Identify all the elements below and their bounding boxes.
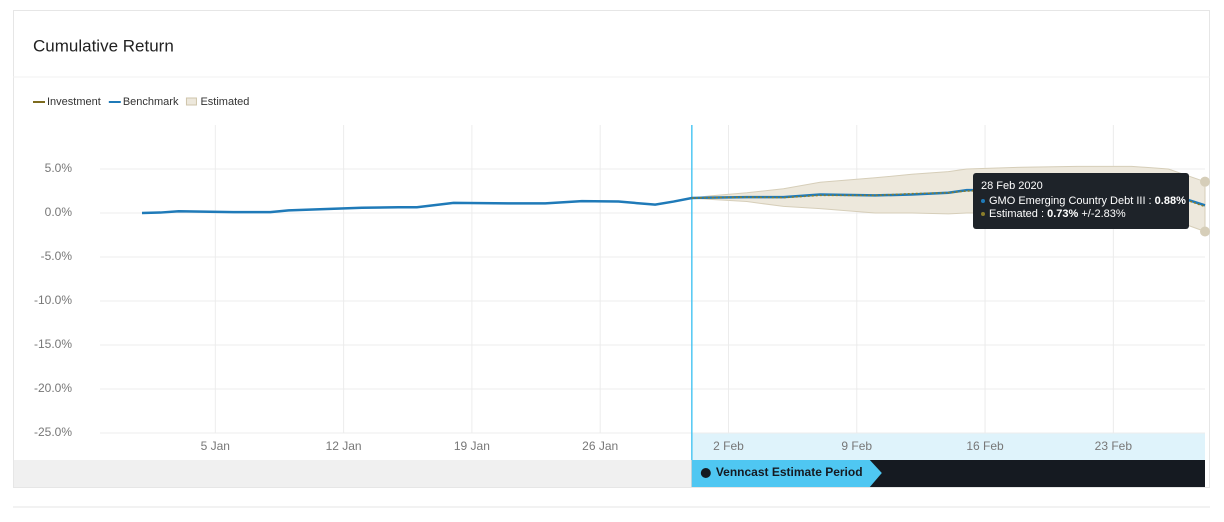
tooltip-label: GMO Emerging Country Debt III : — [989, 195, 1155, 207]
estimate-banner — [691, 460, 882, 487]
series-line — [691, 189, 1206, 208]
x-tick-label: 26 Jan — [582, 439, 618, 453]
x-tick-label: 12 Jan — [326, 439, 362, 453]
legend-label: Benchmark — [123, 96, 179, 108]
info-icon — [700, 468, 711, 478]
tooltip-dot — [981, 212, 985, 216]
band-marker — [1200, 226, 1210, 237]
tooltip-extra: +/-2.83% — [1078, 208, 1126, 220]
y-tick-label: -15.0% — [34, 337, 72, 351]
band-marker — [1200, 176, 1210, 187]
tooltip-label: Estimated : — [989, 208, 1047, 220]
tooltip-box — [973, 173, 1189, 229]
tooltip-value: 0.88% — [1155, 195, 1186, 207]
y-tick-label: -20.0% — [34, 381, 72, 395]
x-tick-label: 16 Feb — [966, 439, 1004, 453]
y-tick-label: 0.0% — [45, 205, 73, 219]
x-tick-label: 5 Jan — [201, 439, 230, 453]
y-tick-label: 5.0% — [45, 161, 73, 175]
card — [13, 10, 1210, 488]
axis-strip — [691, 433, 1205, 460]
y-tick-label: -5.0% — [41, 249, 73, 263]
chart-title: Cumulative Return — [33, 36, 174, 55]
tooltip-date: 28 Feb 2020 — [981, 180, 1043, 192]
timeline-strip — [14, 460, 692, 487]
legend-label: Estimated — [200, 96, 249, 108]
y-tick-label: -25.0% — [34, 425, 72, 439]
legend-label: Investment — [47, 96, 101, 108]
x-tick-label: 2 Feb — [713, 439, 744, 453]
x-tick-label: 23 Feb — [1095, 439, 1133, 453]
x-tick-label: 9 Feb — [841, 439, 872, 453]
banner-text: Venncast Estimate Period — [716, 465, 863, 479]
legend: Investment Benchmark Estimated — [33, 96, 249, 108]
tooltip: 28 Feb 2020 GMO Emerging Country Debt III… — [973, 173, 1189, 229]
y-tick-label: -10.0% — [34, 293, 72, 307]
x-tick-label: 19 Jan — [454, 439, 490, 453]
tooltip-value: 0.73% — [1047, 208, 1078, 220]
tooltip-dot — [981, 199, 985, 203]
legend-swatch — [185, 97, 197, 106]
